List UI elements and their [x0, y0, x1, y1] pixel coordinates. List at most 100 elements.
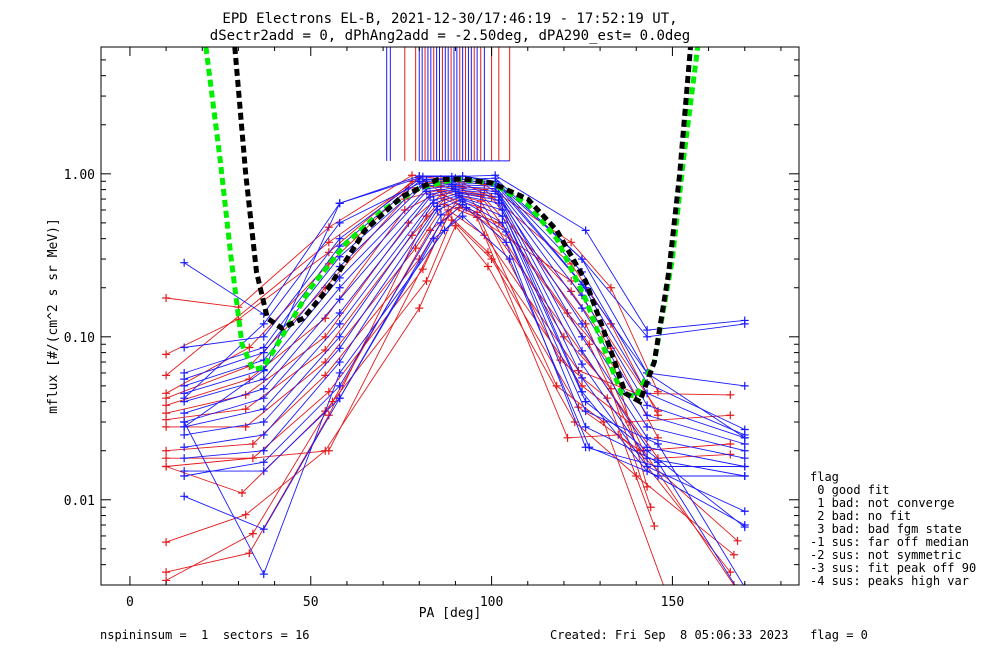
x-tick-label: 100: [480, 595, 503, 610]
data-point-marker: [578, 291, 587, 300]
data-point-marker: [433, 205, 442, 214]
data-point-marker: [180, 343, 189, 352]
data-point-marker: [487, 193, 496, 202]
series-line-31: [183, 207, 745, 576]
data-point-marker: [180, 492, 189, 501]
data-point-marker: [505, 255, 514, 264]
series-line-30: [184, 203, 736, 585]
data-point-marker: [408, 231, 417, 240]
data-point-marker: [415, 304, 424, 313]
legend-item: 1 bad: not converge: [810, 496, 955, 510]
footer-right: Created: Fri Sep 8 05:06:33 2023 flag = …: [550, 628, 868, 642]
data-point-marker: [162, 462, 171, 471]
data-point-marker: [740, 471, 749, 480]
legend-item: -4 sus: peaks high var: [810, 574, 969, 588]
data-point-marker: [462, 203, 471, 212]
y-tick-label: 0.01: [64, 494, 95, 509]
data-point-marker: [726, 411, 735, 420]
data-point-marker: [324, 446, 333, 455]
data-point-marker: [245, 343, 254, 352]
data-point-marker: [162, 401, 171, 410]
data-point-marker: [455, 193, 464, 202]
legend-title: flag: [810, 470, 839, 484]
data-point-marker: [259, 525, 268, 534]
y-tick-label: 0.10: [64, 331, 95, 346]
data-point-marker: [578, 304, 587, 313]
data-point-marker: [581, 226, 590, 235]
data-point-marker: [740, 507, 749, 516]
data-point-marker: [180, 467, 189, 476]
data-point-marker: [241, 422, 250, 431]
y-axis-label: mflux [#/(cm^2 s sr MeV)]: [46, 218, 61, 414]
y-tick-label: 1.00: [64, 168, 95, 183]
data-point-marker: [162, 394, 171, 403]
data-point-marker: [643, 422, 652, 431]
data-point-marker: [726, 439, 735, 448]
data-point-marker: [180, 454, 189, 463]
data-point-marker: [429, 199, 438, 208]
data-point-marker: [643, 446, 652, 455]
data-point-marker: [259, 570, 268, 579]
data-point-marker: [487, 255, 496, 264]
data-point-marker: [729, 581, 738, 585]
data-point-marker: [422, 276, 431, 285]
data-point-marker: [740, 523, 749, 532]
legend-item: 2 bad: no fit: [810, 509, 911, 523]
data-point-marker: [180, 375, 189, 384]
data-point-marker: [162, 350, 171, 359]
data-point-marker: [259, 375, 268, 384]
data-point-marker: [400, 205, 409, 214]
data-point-marker: [324, 411, 333, 420]
data-point-marker: [180, 258, 189, 267]
data-point-marker: [498, 218, 507, 227]
data-point-marker: [733, 536, 742, 545]
data-point-marker: [552, 381, 561, 390]
data-point-marker: [578, 332, 587, 341]
data-point-marker: [162, 415, 171, 424]
data-point-marker: [726, 390, 735, 399]
legend-item: 3 bad: bad fgm state: [810, 522, 962, 536]
data-point-marker: [324, 238, 333, 247]
data-point-marker: [328, 397, 337, 406]
data-point-marker: [180, 430, 189, 439]
data-point-marker: [259, 319, 268, 328]
data-point-marker: [581, 407, 590, 416]
data-point-marker: [180, 381, 189, 390]
data-point-marker: [335, 381, 344, 390]
series-line-15: [165, 176, 659, 412]
data-point-marker: [502, 238, 511, 247]
data-point-marker: [606, 283, 615, 292]
data-point-marker: [321, 314, 330, 323]
data-point-marker: [581, 422, 590, 431]
chart-title: EPD Electrons EL-B, 2021-12-30/17:46:19 …: [222, 11, 677, 27]
data-point-marker: [451, 221, 460, 230]
data-point-marker: [726, 568, 735, 577]
data-point-marker: [632, 471, 641, 480]
data-point-marker: [578, 319, 587, 328]
data-point-marker: [335, 234, 344, 243]
data-point-marker: [646, 503, 655, 512]
data-point-marker: [248, 529, 257, 538]
data-point-marker: [335, 344, 344, 353]
data-point-marker: [335, 368, 344, 377]
data-point-marker: [578, 373, 587, 382]
legend-item: 0 good fit: [810, 483, 889, 497]
data-point-marker: [162, 568, 171, 577]
legend-item: -3 sus: fit peak off 90: [810, 561, 976, 575]
data-point-marker: [415, 171, 424, 180]
data-point-marker: [335, 218, 344, 227]
data-point-marker: [324, 387, 333, 396]
data-point-marker: [653, 387, 662, 396]
data-point-marker: [335, 319, 344, 328]
data-point-marker: [180, 422, 189, 431]
data-point-marker: [741, 597, 749, 605]
data-point-marker: [436, 210, 445, 219]
data-point-marker: [162, 446, 171, 455]
data-point-marker: [643, 401, 652, 410]
data-point-marker: [653, 462, 662, 471]
data-point-marker: [483, 262, 492, 271]
data-point-marker: [661, 586, 669, 594]
data-point-marker: [259, 366, 268, 375]
